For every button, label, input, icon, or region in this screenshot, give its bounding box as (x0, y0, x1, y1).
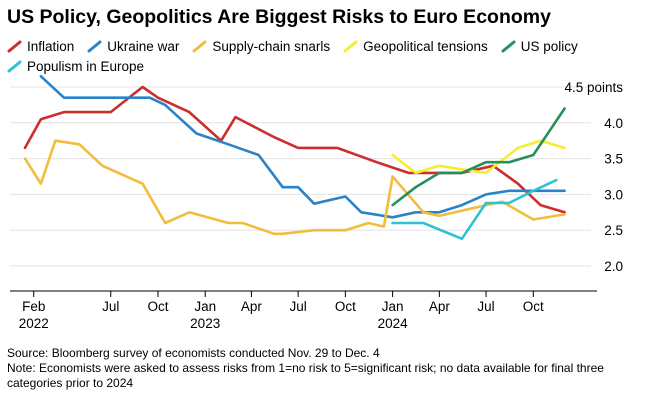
x-tick-label: Jul (290, 299, 307, 314)
y-unit-label: 4.5 points (564, 80, 623, 95)
legend-item-supply-chain: Supply-chain snarls (192, 39, 330, 54)
legend-item-geopolitical: Geopolitical tensions (343, 39, 488, 54)
grid-lines (10, 86, 591, 267)
y-tick-label: 2.0 (604, 259, 623, 274)
series-line-inflation (23, 85, 566, 214)
series-line-geopolitical-tensions (391, 139, 566, 175)
legend-label: Ukraine war (107, 38, 180, 54)
legend-line-icon (87, 39, 102, 54)
y-tick-label: 2.5 (604, 223, 623, 238)
legend-row-2: Populism in Europe (7, 56, 647, 76)
x-year-label: 2024 (378, 316, 409, 331)
legend-line-icon (7, 59, 22, 74)
legend-label: Supply-chain snarls (212, 38, 331, 54)
x-year-label: 2023 (190, 316, 220, 331)
line-chart: 4.0 3.5 3.0 2.5 2.0 4.5 points Feb 2022 Jul Oct Ja… (10, 75, 623, 331)
x-tick-label: Apr (241, 299, 263, 314)
legend-line-icon (192, 39, 207, 54)
series-line-ukraine-war (39, 75, 566, 219)
chart-title: US Policy, Geopolitics Are Biggest Risks… (7, 6, 551, 28)
chart-notes: Source: Bloomberg survey of economists c… (7, 346, 637, 391)
legend-line-icon (343, 39, 358, 54)
x-tick-label: Jan (194, 299, 216, 314)
y-tick-label: 3.0 (604, 187, 623, 202)
x-tick-label: Jul (477, 299, 494, 314)
legend-line-icon (7, 39, 22, 54)
legend-item-inflation: Inflation (7, 39, 74, 54)
x-tick-label: Jan (382, 299, 404, 314)
y-tick-label: 4.0 (604, 116, 623, 131)
series-line-us-policy (391, 107, 566, 207)
legend-line-icon (501, 39, 516, 54)
axes: 4.0 3.5 3.0 2.5 2.0 4.5 points Feb 2022 Jul Oct Ja… (10, 80, 623, 331)
x-tick-label: Jul (102, 299, 119, 314)
methodology-note: Note: Economists were asked to assess ri… (7, 361, 604, 390)
y-tick-label: 3.5 (604, 152, 623, 167)
x-tick-label: Oct (335, 299, 356, 314)
legend-label: US policy (520, 38, 578, 54)
series-line-supply-chain-snarls (23, 139, 566, 236)
legend-item-populism: Populism in Europe (7, 59, 144, 74)
legend-row-1: Inflation Ukraine war Supply-chain snarl… (7, 36, 647, 56)
x-tick-label: Feb (22, 299, 45, 314)
series-line-populism-in-europe (391, 178, 558, 241)
legend-item-ukraine-war: Ukraine war (87, 39, 179, 54)
legend-label: Geopolitical tensions (363, 38, 488, 54)
x-tick-label: Oct (147, 299, 168, 314)
legend-label: Populism in Europe (27, 58, 145, 74)
legend-label: Inflation (27, 38, 75, 54)
series-lines (23, 75, 566, 241)
x-tick-label: Oct (523, 299, 544, 314)
chart-legend: Inflation Ukraine war Supply-chain snarl… (7, 36, 647, 76)
legend-item-us-policy: US policy (501, 39, 578, 54)
source-note: Source: Bloomberg survey of economists c… (7, 346, 380, 360)
x-tick-label: Apr (429, 299, 451, 314)
x-year-label: 2022 (19, 316, 49, 331)
